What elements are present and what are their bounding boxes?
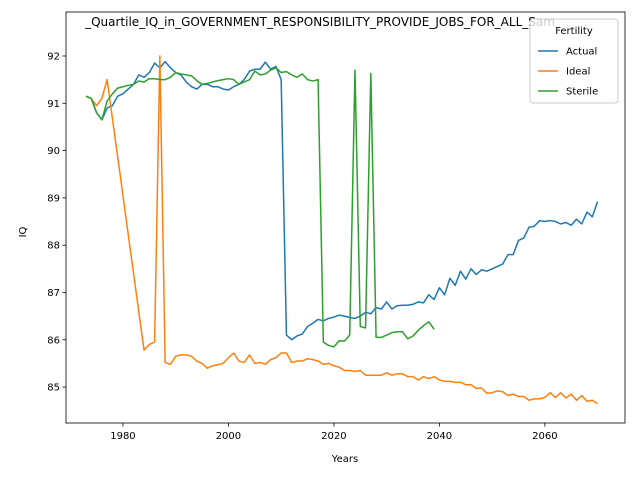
x-tick-label: 2020 [321, 431, 346, 442]
x-tick-label: 1980 [110, 431, 135, 442]
y-tick-label: 92 [47, 51, 60, 62]
legend: Fertility Actual Ideal Sterile [529, 18, 619, 104]
y-tick-label: 85 [47, 383, 60, 394]
series-line [85, 67, 435, 348]
y-tick-label: 88 [47, 241, 60, 252]
plot-area [85, 55, 599, 405]
x-tick-label: 2060 [532, 431, 557, 442]
legend-label: Actual [566, 47, 597, 58]
x-tick-label: 2000 [216, 431, 241, 442]
y-tick-label: 86 [47, 335, 60, 346]
y-tick-label: 87 [47, 288, 60, 299]
y-axis-label: IQ [18, 226, 29, 237]
y-tick-label: 89 [47, 193, 60, 204]
series-line [85, 60, 599, 341]
legend-box [529, 18, 619, 104]
x-tick-label: 2040 [427, 431, 452, 442]
y-tick-label: 90 [47, 146, 60, 157]
series-line [85, 55, 598, 405]
y-tick-label: 91 [47, 99, 60, 110]
axes-frame [65, 11, 626, 424]
legend-label: Sterile [566, 87, 598, 98]
legend-title: Fertility [555, 26, 593, 37]
x-axis-label: Years [331, 454, 358, 465]
chart-title: _Quartile_IQ_in_GOVERNMENT_RESPONSIBILIT… [84, 15, 555, 29]
legend-label: Ideal [566, 67, 590, 78]
